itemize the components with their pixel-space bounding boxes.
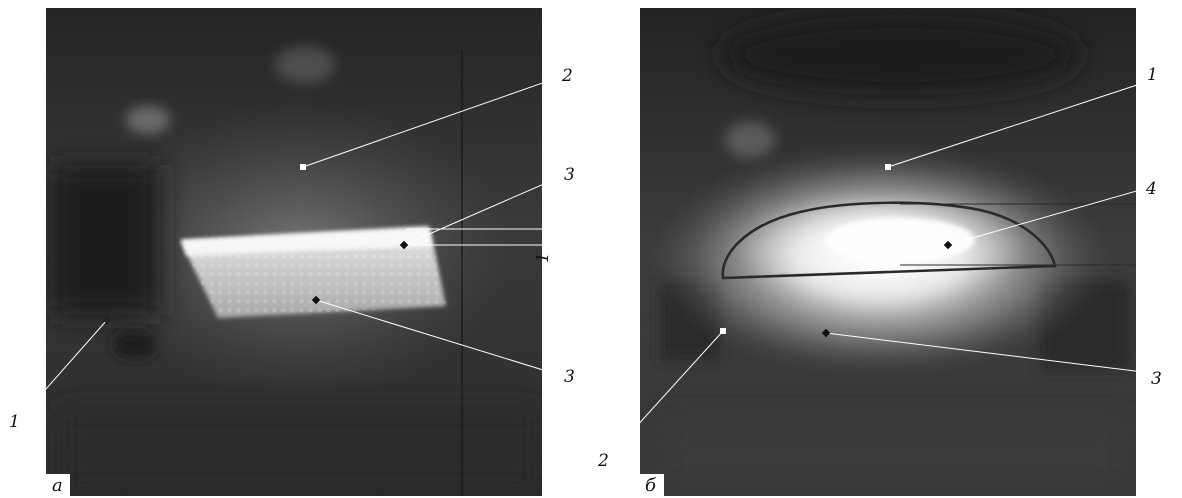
panel-b-marker-3 xyxy=(821,328,831,338)
panel-b-leader-4 xyxy=(947,190,1136,246)
panel-a-leader-1 xyxy=(46,319,108,390)
panel-a-marker-3-upper xyxy=(399,240,409,250)
panel-a-marker-2 xyxy=(300,164,306,170)
panel-b xyxy=(640,8,1136,496)
panel-a-leader-2 xyxy=(302,82,542,168)
panel-a-leader-3-lower xyxy=(315,299,542,371)
panel-a-label-2: 2 xyxy=(561,66,573,86)
panel-b-label-1: 1 xyxy=(1147,65,1158,85)
panel-a-dimension-label: 1 xyxy=(533,252,553,263)
panel-b-tag: б xyxy=(645,475,657,496)
panel-b-marker-1 xyxy=(885,164,891,170)
panel-b-leader-2 xyxy=(640,330,724,424)
panel-a-label-3-lower: 3 xyxy=(564,367,575,387)
panel-a-leader-3-upper xyxy=(403,184,542,246)
panel-a-dimension-marker xyxy=(406,228,542,246)
panel-a-label-1: 1 xyxy=(9,412,20,432)
panel-a-hot-edge xyxy=(182,226,432,256)
panel-b-label-3: 3 xyxy=(1151,369,1162,389)
panel-b-leader-1 xyxy=(887,84,1136,168)
panel-b-label-4: 4 xyxy=(1145,179,1157,199)
panel-a xyxy=(46,8,542,496)
panel-a-marker-1 xyxy=(102,315,112,325)
panel-a-tag: а xyxy=(52,475,63,496)
panel-a-label-3-upper: 3 xyxy=(564,165,575,185)
panel-a-marker-3-lower xyxy=(311,295,321,305)
panel-b-label-2: 2 xyxy=(597,451,609,471)
panel-b-marker-2 xyxy=(720,328,726,334)
panel-b-dimension-marker xyxy=(900,203,1136,266)
panel-b-leader-3 xyxy=(825,332,1136,372)
panel-b-tag-box xyxy=(640,474,664,496)
panel-a-tag-box xyxy=(46,474,70,496)
panel-b-melt-pool-outline xyxy=(721,201,1057,280)
